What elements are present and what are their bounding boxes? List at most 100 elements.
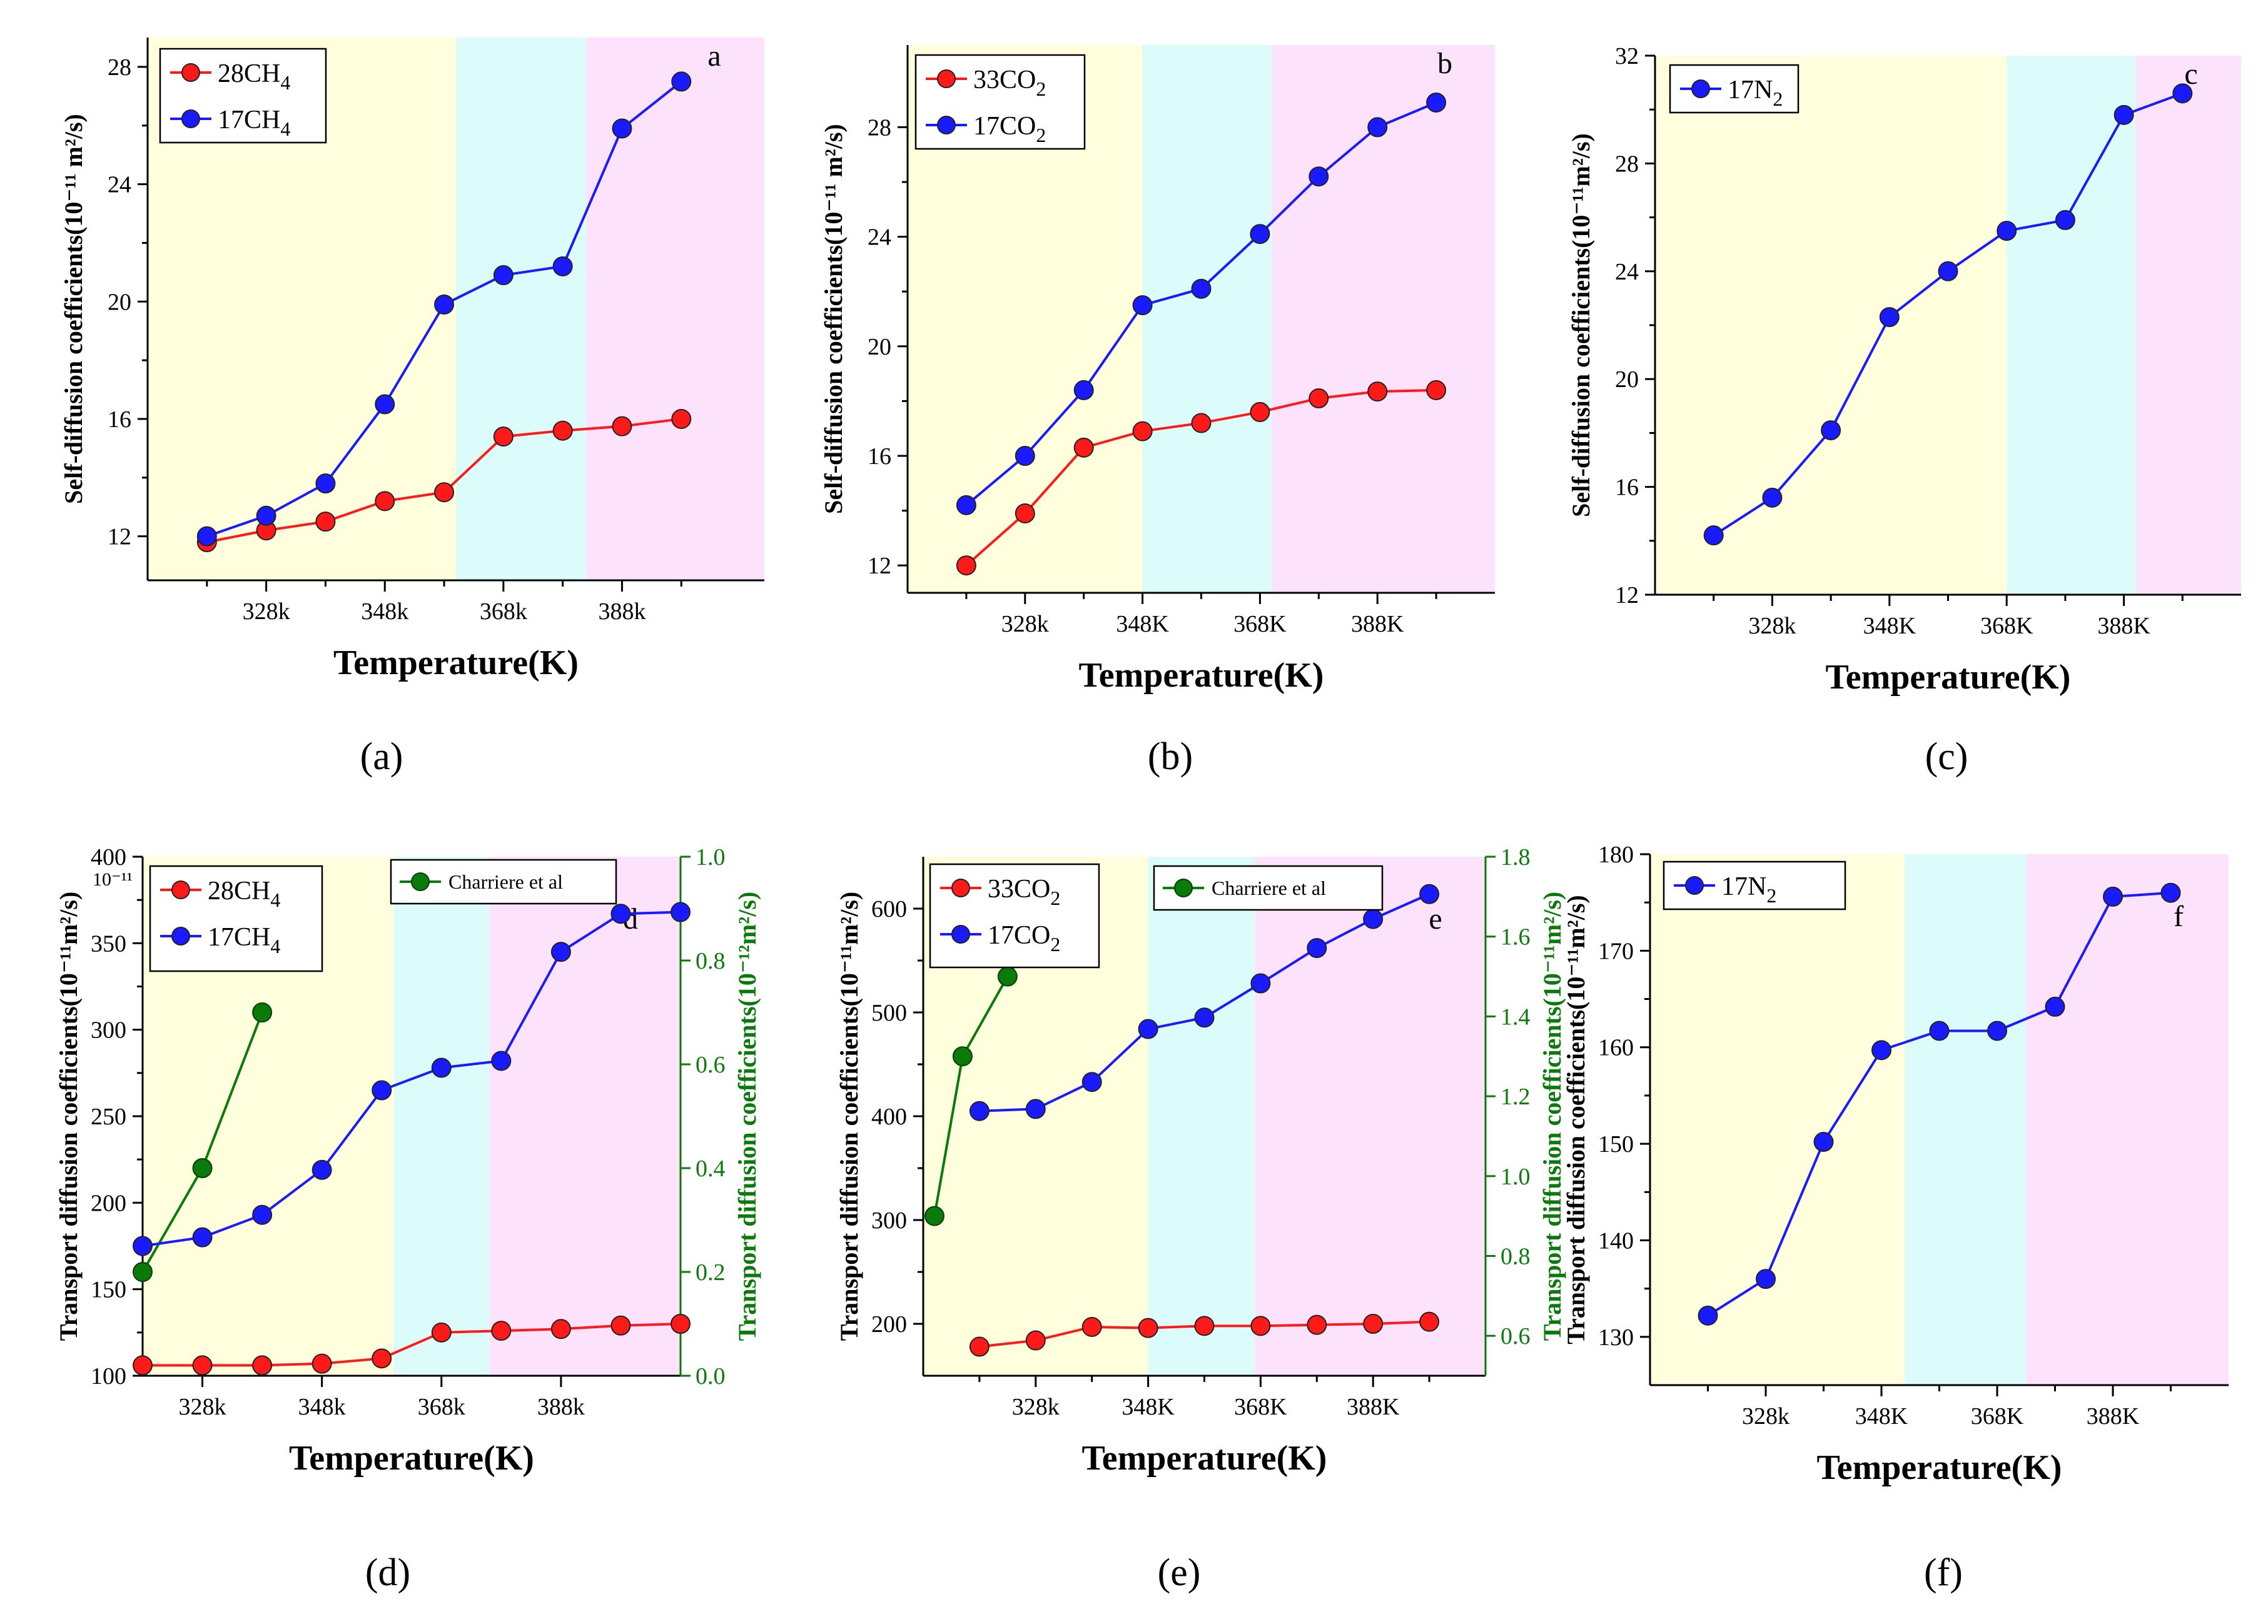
data-point-33co2 xyxy=(1194,1316,1215,1336)
data-point-charriere xyxy=(192,1158,213,1178)
x-tick-label: 348K xyxy=(1116,611,1169,637)
data-point-17co2 xyxy=(1250,224,1270,245)
band-pink xyxy=(1272,45,1495,593)
data-point-28ch4 xyxy=(612,416,632,436)
panel-caption: (a) xyxy=(360,735,403,778)
legend-marker xyxy=(951,925,970,944)
y-tick-label: 16 xyxy=(1615,475,1639,501)
y2-tick-label: 0.4 xyxy=(696,1156,726,1182)
panel-letter: e xyxy=(1429,902,1442,936)
legend-label: 17N2 xyxy=(1728,76,1783,110)
panel-caption: (e) xyxy=(1158,1551,1201,1594)
data-point-28ch4 xyxy=(434,482,455,503)
x-axis-title: Temperature(K) xyxy=(333,643,579,682)
band-pink xyxy=(1255,857,1486,1376)
data-point-28ch4 xyxy=(610,1315,631,1336)
chart-panel-c: 328k 348K 368K 388K 12 16 20 24 28 32 Temperature(… xyxy=(1567,43,2241,778)
legend-label-name: 33CO xyxy=(973,66,1036,94)
y-tick-label: 160 xyxy=(1598,1035,1634,1061)
legend-marker xyxy=(171,880,190,899)
data-point-17co2 xyxy=(969,1101,990,1121)
x-tick-label: 348K xyxy=(1863,613,1916,639)
x-tick-label: 368k xyxy=(418,1394,465,1420)
data-point-17n2 xyxy=(1987,1021,2007,1041)
legend-label-subscript: 2 xyxy=(1036,78,1046,100)
data-point-33co2 xyxy=(1367,381,1388,402)
data-point-17n2 xyxy=(2055,209,2075,230)
legend-label-name: 17CO xyxy=(988,921,1050,950)
legend-marker xyxy=(937,116,956,134)
legend-label-subscript: 2 xyxy=(1050,933,1060,956)
data-point-17ch4 xyxy=(256,505,276,526)
x-tick-label: 368K xyxy=(1234,1394,1287,1420)
data-point-17n2 xyxy=(2160,882,2181,903)
y-tick-label: 20 xyxy=(1615,366,1639,393)
legend-marker xyxy=(937,69,956,88)
x-tick-label: 368k xyxy=(480,598,527,625)
data-point-28ch4 xyxy=(671,1314,691,1334)
y-tick-label: 100 xyxy=(91,1363,126,1389)
data-point-33co2 xyxy=(1191,413,1212,433)
data-point-17n2 xyxy=(1813,1132,1834,1152)
x-tick-label: 388k xyxy=(598,598,645,625)
legend-label-name: 17CH xyxy=(218,106,280,134)
y-tick-label: 300 xyxy=(91,1017,126,1044)
y-axis-title: Self-diffusion coefficients(10⁻¹¹ m²/s) xyxy=(819,124,848,514)
chart-panel-b: 328k 348K 368K 388K 12 16 20 24 28 Temperature(K)… xyxy=(819,45,1495,778)
y-tick-label: 350 xyxy=(91,931,126,957)
y-tick-label: 24 xyxy=(1615,259,1639,285)
band-pink xyxy=(586,38,764,580)
legend-label-subscript: 4 xyxy=(280,71,290,94)
legend-marker xyxy=(1691,79,1710,98)
legend-label: 17CH4 xyxy=(208,923,280,957)
data-point-33co2 xyxy=(1138,1318,1158,1338)
data-point-17ch4 xyxy=(610,904,631,924)
data-point-17n2 xyxy=(1698,1305,1718,1326)
data-point-17n2 xyxy=(1871,1040,1891,1061)
data-point-17ch4 xyxy=(493,265,514,286)
y-tick-label: 12 xyxy=(868,553,891,579)
data-point-17co2 xyxy=(1138,1019,1158,1039)
data-point-17ch4 xyxy=(311,1159,332,1180)
band-cyan xyxy=(1905,854,2027,1385)
data-point-28ch4 xyxy=(192,1355,213,1376)
y-tick-label: 16 xyxy=(868,443,891,470)
y-tick-label: 12 xyxy=(108,524,131,550)
x-tick-label: 348k xyxy=(361,598,408,625)
data-point-17co2 xyxy=(956,495,976,515)
panel-caption: (c) xyxy=(1925,735,1968,778)
y-axis-title: Transport diffusion coefficients(10⁻¹¹m²… xyxy=(835,892,863,1341)
data-point-33co2 xyxy=(1426,380,1447,400)
y-tick-label: 130 xyxy=(1598,1324,1634,1351)
data-point-33co2 xyxy=(1073,437,1094,458)
data-point-17n2 xyxy=(1821,420,1841,441)
x-axis-title: Temperature(K) xyxy=(1826,658,2071,697)
y-tick-label: 150 xyxy=(1598,1131,1634,1157)
y2-tick-label: 0.0 xyxy=(696,1363,726,1389)
data-point-charriere xyxy=(133,1262,153,1282)
data-point-charriere xyxy=(952,1046,973,1067)
legend-label: 28CH4 xyxy=(208,877,280,911)
y-tick-label: 28 xyxy=(868,114,891,141)
y-tick-label: 300 xyxy=(871,1208,907,1234)
data-point-charriere xyxy=(252,1002,273,1022)
y-tick-label: 140 xyxy=(1598,1228,1634,1254)
y-axis-title: Self-diffusion coefficients(10⁻¹¹m²/s) xyxy=(1567,133,1595,517)
data-point-17ch4 xyxy=(133,1236,153,1256)
band-pink xyxy=(2135,56,2241,595)
data-point-17co2 xyxy=(1309,166,1329,187)
data-point-17n2 xyxy=(2114,104,2134,125)
data-point-17n2 xyxy=(1756,1269,1776,1289)
data-point-33co2 xyxy=(1419,1311,1440,1332)
data-point-33co2 xyxy=(969,1336,990,1357)
y-tick-label: 200 xyxy=(91,1190,126,1216)
y-tick-label: 24 xyxy=(108,172,131,198)
data-point-28ch4 xyxy=(550,1319,571,1339)
legend-marker xyxy=(181,63,200,82)
legend-label-charriere: Charriere et al xyxy=(1212,877,1326,899)
band-cyan xyxy=(1148,857,1255,1376)
data-point-28ch4 xyxy=(311,1353,332,1374)
x-tick-label: 388K xyxy=(2097,613,2150,639)
legend-label-subscript: 2 xyxy=(1766,884,1776,907)
data-point-17n2 xyxy=(2045,996,2065,1017)
